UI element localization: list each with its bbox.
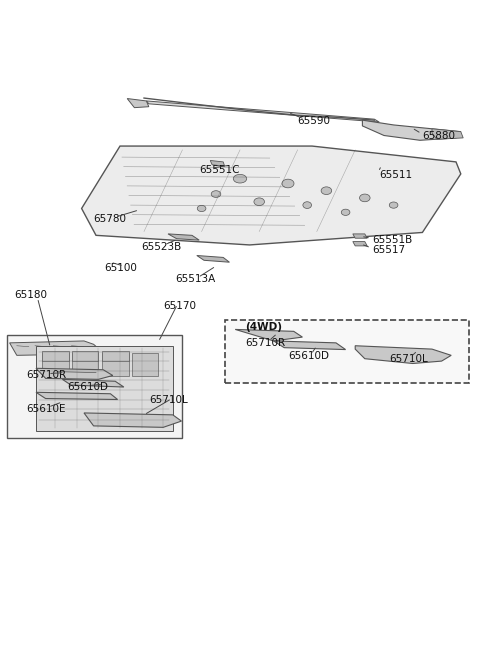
Polygon shape [168, 234, 199, 240]
Polygon shape [432, 129, 463, 140]
Text: 65511: 65511 [379, 170, 412, 180]
Text: 65880: 65880 [422, 132, 456, 141]
Polygon shape [210, 160, 225, 166]
Text: 65780: 65780 [94, 214, 127, 224]
Ellipse shape [321, 187, 332, 195]
Ellipse shape [341, 209, 350, 215]
Text: 65100: 65100 [105, 263, 137, 273]
Ellipse shape [360, 194, 370, 202]
Text: 65551C: 65551C [199, 165, 240, 175]
Polygon shape [353, 242, 367, 246]
Text: 65610D: 65610D [67, 383, 108, 392]
Text: 65710L: 65710L [149, 396, 188, 405]
Ellipse shape [254, 198, 264, 206]
Text: 65710R: 65710R [245, 338, 285, 348]
Polygon shape [146, 101, 379, 122]
Text: 65551B: 65551B [372, 235, 412, 245]
Polygon shape [353, 234, 367, 238]
Bar [132, 354, 158, 377]
Bar [72, 350, 98, 361]
Bar [72, 354, 98, 377]
Polygon shape [235, 329, 302, 341]
Text: 65180: 65180 [14, 290, 48, 300]
Polygon shape [362, 120, 461, 140]
Text: 65610E: 65610E [26, 404, 66, 414]
Ellipse shape [211, 191, 221, 197]
Bar [42, 350, 69, 361]
Polygon shape [274, 341, 346, 350]
Ellipse shape [389, 202, 398, 208]
Polygon shape [127, 98, 149, 107]
Polygon shape [197, 255, 229, 262]
Text: 65710R: 65710R [26, 371, 67, 381]
Bar [225, 320, 469, 383]
Polygon shape [36, 346, 173, 431]
Polygon shape [36, 392, 118, 400]
Polygon shape [84, 413, 181, 427]
Polygon shape [36, 368, 113, 379]
Text: 65517: 65517 [372, 245, 405, 255]
Ellipse shape [282, 179, 294, 188]
Ellipse shape [233, 174, 247, 183]
Text: 65610D: 65610D [288, 351, 329, 362]
Polygon shape [82, 146, 461, 245]
Text: 65170: 65170 [163, 301, 196, 311]
Polygon shape [355, 346, 451, 364]
Ellipse shape [197, 205, 206, 212]
Text: 65710L: 65710L [389, 354, 428, 364]
Text: (4WD): (4WD) [245, 322, 282, 333]
Bar [102, 354, 129, 377]
Bar [42, 354, 69, 377]
Ellipse shape [303, 202, 312, 208]
Polygon shape [10, 341, 101, 356]
Text: 65513A: 65513A [175, 274, 216, 284]
Text: 65523B: 65523B [142, 242, 182, 252]
Bar [102, 350, 129, 361]
Polygon shape [62, 379, 124, 387]
Text: 65590: 65590 [298, 116, 331, 126]
Bar [7, 335, 182, 438]
